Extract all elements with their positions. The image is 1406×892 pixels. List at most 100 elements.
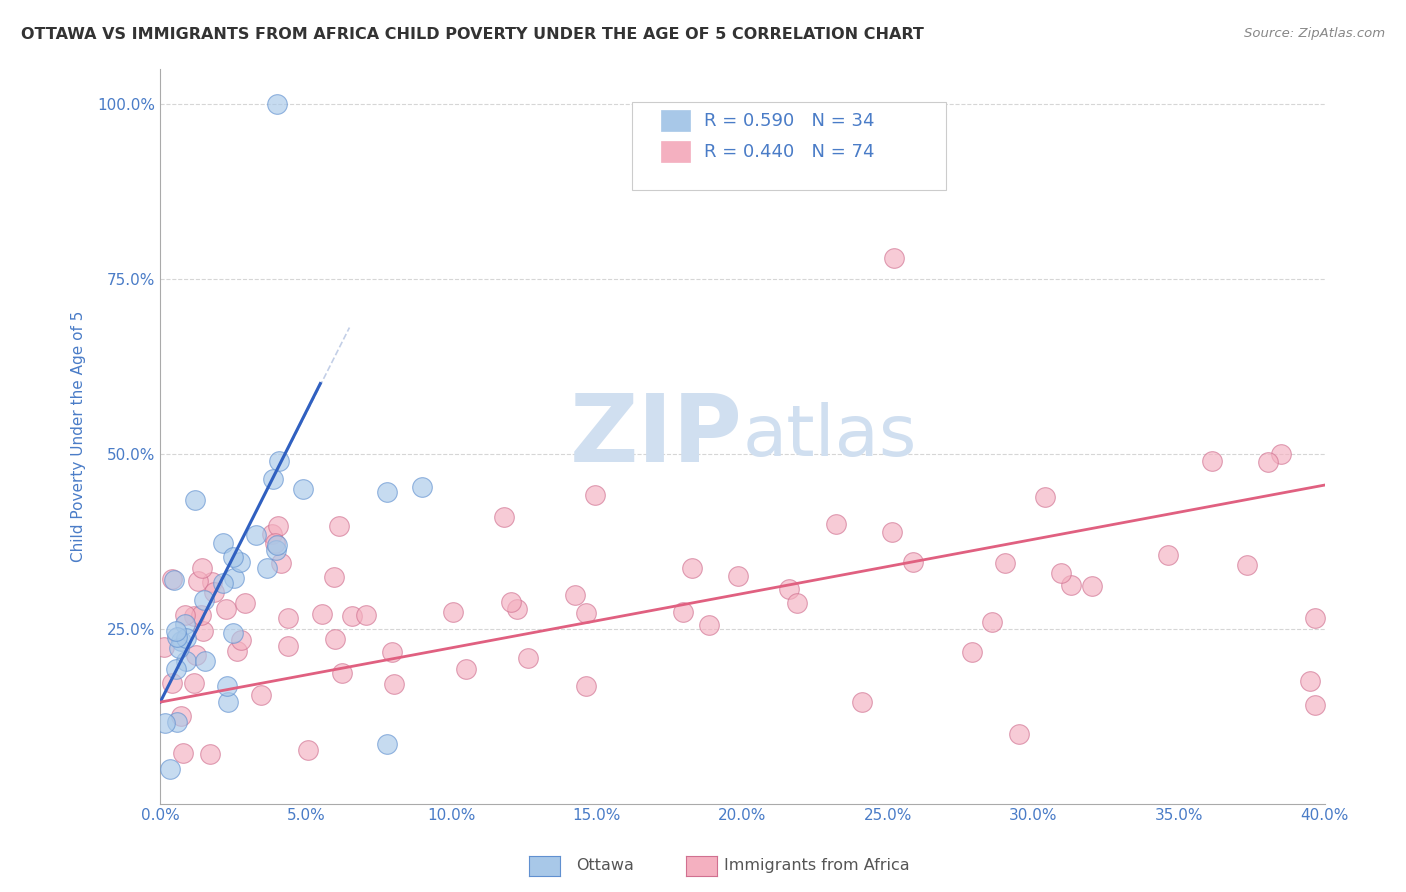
Point <box>323 632 346 646</box>
Point <box>516 650 538 665</box>
Point <box>882 525 904 540</box>
Point <box>187 574 209 589</box>
Point <box>194 654 217 668</box>
Text: Immigrants from Africa: Immigrants from Africa <box>724 858 910 872</box>
Point <box>291 482 314 496</box>
Point <box>960 645 983 659</box>
Point <box>217 695 239 709</box>
FancyBboxPatch shape <box>631 102 946 190</box>
Point <box>564 588 586 602</box>
Point <box>172 746 194 760</box>
Point <box>672 606 695 620</box>
Point <box>263 536 285 550</box>
Point <box>198 747 221 762</box>
Point <box>311 607 333 622</box>
Point <box>297 743 319 757</box>
Point <box>883 251 905 265</box>
Point <box>277 639 299 653</box>
Point <box>160 675 183 690</box>
Point <box>222 549 245 564</box>
Point <box>340 609 363 624</box>
Point <box>163 573 186 587</box>
Text: Source: ZipAtlas.com: Source: ZipAtlas.com <box>1244 27 1385 40</box>
Point <box>382 676 405 690</box>
Point <box>217 679 239 693</box>
Point <box>170 708 193 723</box>
Point <box>191 624 214 639</box>
Point <box>226 644 249 658</box>
Point <box>575 606 598 620</box>
Point <box>994 556 1017 570</box>
Point <box>277 610 299 624</box>
Point <box>153 640 176 654</box>
Point <box>681 561 703 575</box>
Bar <box>661 141 690 161</box>
Point <box>492 509 515 524</box>
Point <box>160 572 183 586</box>
Point <box>1050 566 1073 580</box>
Point <box>245 528 267 542</box>
Point <box>166 714 188 729</box>
Point <box>375 737 398 751</box>
Point <box>173 608 195 623</box>
Point <box>328 519 350 533</box>
Point <box>1270 446 1292 460</box>
Point <box>575 680 598 694</box>
Point <box>215 602 238 616</box>
Point <box>184 648 207 662</box>
Point <box>190 607 212 622</box>
Point <box>256 561 278 575</box>
Point <box>1157 549 1180 563</box>
Point <box>786 596 808 610</box>
Point <box>165 624 187 639</box>
Text: R = 0.590   N = 34: R = 0.590 N = 34 <box>704 112 875 129</box>
Point <box>1257 455 1279 469</box>
Point <box>183 676 205 690</box>
Point <box>1081 579 1104 593</box>
Point <box>901 555 924 569</box>
Point <box>212 535 235 549</box>
Point <box>441 606 464 620</box>
Point <box>228 555 250 569</box>
Point <box>1236 558 1258 572</box>
Point <box>183 609 205 624</box>
Point <box>212 576 235 591</box>
Point <box>167 640 190 655</box>
Point <box>411 480 433 494</box>
Point <box>176 631 198 645</box>
Point <box>270 556 292 570</box>
Point <box>381 645 404 659</box>
Point <box>183 493 205 508</box>
Point <box>222 571 245 585</box>
Point <box>501 595 523 609</box>
Point <box>356 608 378 623</box>
Text: Ottawa: Ottawa <box>576 858 634 872</box>
Point <box>323 570 346 584</box>
Point <box>1033 490 1056 504</box>
Point <box>778 582 800 596</box>
Text: OTTAWA VS IMMIGRANTS FROM AFRICA CHILD POVERTY UNDER THE AGE OF 5 CORRELATION CH: OTTAWA VS IMMIGRANTS FROM AFRICA CHILD P… <box>21 27 924 42</box>
Point <box>851 695 873 709</box>
Point <box>699 618 721 632</box>
Point <box>506 602 529 616</box>
Point <box>262 472 284 486</box>
Text: atlas: atlas <box>742 401 917 471</box>
Point <box>165 662 187 676</box>
Point <box>825 516 848 531</box>
Point <box>153 716 176 731</box>
Text: ZIP: ZIP <box>569 390 742 482</box>
Point <box>166 630 188 644</box>
Point <box>266 96 288 111</box>
Point <box>1008 726 1031 740</box>
Point <box>174 617 197 632</box>
Point <box>231 633 253 648</box>
Point <box>170 633 193 648</box>
Point <box>202 585 225 599</box>
Point <box>249 688 271 702</box>
Text: R = 0.440   N = 74: R = 0.440 N = 74 <box>704 143 875 161</box>
Point <box>454 662 477 676</box>
Point <box>1303 698 1326 712</box>
Point <box>583 488 606 502</box>
Bar <box>661 111 690 131</box>
Point <box>260 527 283 541</box>
